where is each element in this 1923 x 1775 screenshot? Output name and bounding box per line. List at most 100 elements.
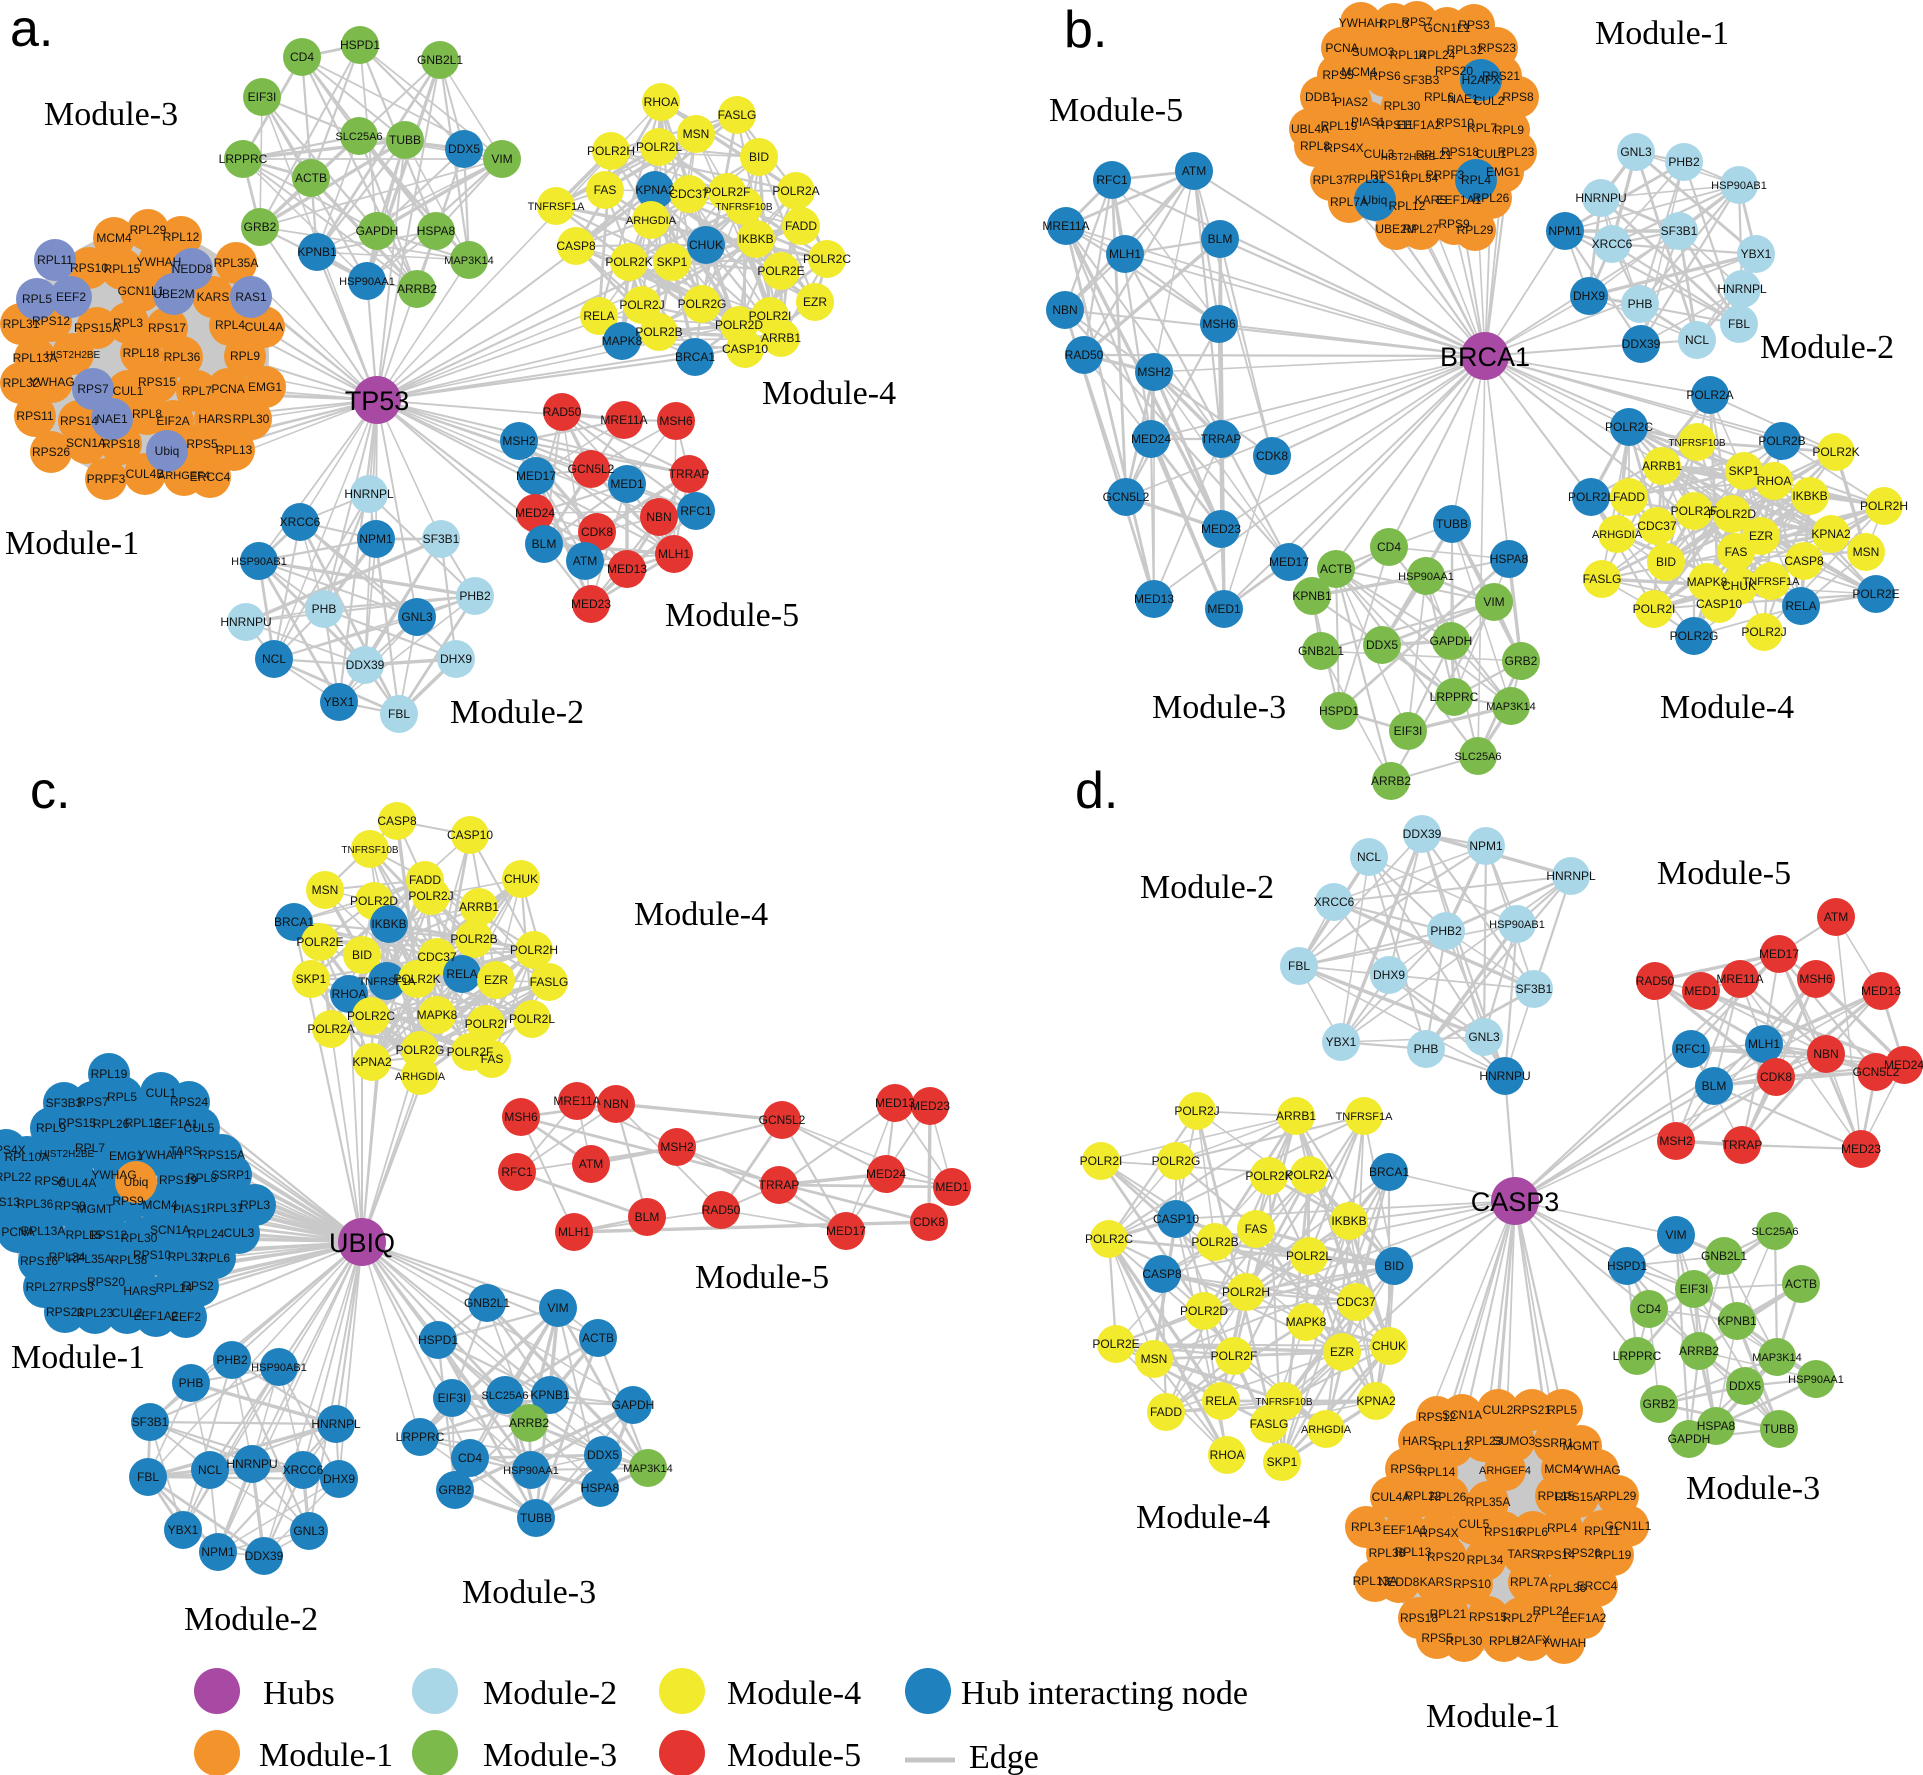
svg-text:POLR2B: POLR2B	[1191, 1235, 1238, 1249]
svg-text:PRPF3: PRPF3	[87, 472, 126, 486]
svg-text:LRPPRC: LRPPRC	[396, 1430, 445, 1444]
svg-text:RPS4X: RPS4X	[1324, 141, 1363, 155]
svg-text:RPL14: RPL14	[1390, 48, 1427, 62]
svg-text:RPL22: RPL22	[0, 1170, 32, 1184]
svg-text:GNB2L1: GNB2L1	[464, 1296, 510, 1310]
svg-text:UBE2M: UBE2M	[1375, 222, 1416, 236]
svg-text:RPL30: RPL30	[1446, 1634, 1483, 1648]
svg-text:MED13: MED13	[1134, 592, 1174, 606]
svg-text:Ubiq: Ubiq	[1363, 193, 1388, 207]
svg-text:HNRNPL: HNRNPL	[1546, 869, 1596, 883]
svg-text:RPL12: RPL12	[1434, 1439, 1471, 1453]
svg-text:RPS2: RPS2	[182, 1279, 214, 1293]
svg-text:RPL19: RPL19	[1595, 1548, 1632, 1562]
svg-text:RPS6: RPS6	[1369, 69, 1401, 83]
svg-text:UBIQ: UBIQ	[329, 1228, 395, 1258]
svg-text:Hubs: Hubs	[263, 1675, 335, 1712]
svg-text:TRRAP: TRRAP	[759, 1178, 800, 1192]
svg-text:GRB2: GRB2	[244, 220, 277, 234]
svg-text:CUL3: CUL3	[1364, 147, 1395, 161]
svg-text:HSP90AB1: HSP90AB1	[231, 556, 287, 568]
svg-text:EZR: EZR	[1749, 529, 1773, 543]
svg-text:RAD50: RAD50	[702, 1203, 741, 1217]
svg-text:YWHAG: YWHAG	[91, 1168, 136, 1182]
svg-text:EEF2: EEF2	[171, 1310, 201, 1324]
svg-text:RPL29: RPL29	[1457, 223, 1494, 237]
svg-text:b.: b.	[1064, 1, 1107, 59]
svg-text:Module-3: Module-3	[1686, 1470, 1820, 1507]
svg-text:Module-5: Module-5	[1049, 92, 1183, 129]
svg-text:GRB2: GRB2	[439, 1483, 472, 1497]
svg-text:RHOA: RHOA	[644, 95, 679, 109]
svg-text:YWHAH: YWHAH	[138, 1148, 183, 1162]
svg-text:RPS5: RPS5	[1421, 1631, 1453, 1645]
svg-text:RPL21: RPL21	[1416, 148, 1453, 162]
svg-text:POLR2K: POLR2K	[1245, 1169, 1292, 1183]
svg-text:RPL26: RPL26	[1430, 1490, 1467, 1504]
svg-text:Module-5: Module-5	[695, 1259, 829, 1296]
svg-text:RPL32: RPL32	[3, 376, 40, 390]
svg-text:Module-1: Module-1	[5, 525, 139, 562]
svg-text:Hub interacting node: Hub interacting node	[961, 1675, 1248, 1712]
svg-text:MED17: MED17	[1269, 555, 1309, 569]
svg-text:EEF1A2: EEF1A2	[1562, 1611, 1607, 1625]
svg-text:CASP10: CASP10	[1696, 597, 1742, 611]
svg-text:BID: BID	[352, 948, 372, 962]
svg-text:RPS16: RPS16	[20, 1254, 58, 1268]
svg-text:TP53: TP53	[345, 386, 410, 416]
svg-text:MAPK8: MAPK8	[602, 334, 643, 348]
svg-text:RPL5: RPL5	[107, 1090, 137, 1104]
svg-text:HSP90AB1: HSP90AB1	[1489, 919, 1545, 931]
svg-text:EIF3I: EIF3I	[1394, 724, 1423, 738]
svg-text:MED13: MED13	[875, 1096, 915, 1110]
svg-text:DDX5: DDX5	[448, 142, 480, 156]
svg-text:Module-3: Module-3	[462, 1574, 596, 1611]
svg-text:POLR2D: POLR2D	[715, 318, 763, 332]
svg-text:SF3B3: SF3B3	[1403, 73, 1440, 87]
svg-text:MED1: MED1	[1684, 984, 1718, 998]
svg-text:IKBKB: IKBKB	[738, 232, 773, 246]
svg-text:RPL35A: RPL35A	[1466, 1495, 1511, 1509]
svg-text:c.: c.	[30, 762, 70, 820]
svg-text:MED23: MED23	[1841, 1142, 1881, 1156]
svg-text:FADD: FADD	[785, 219, 817, 233]
svg-text:RAD50: RAD50	[543, 405, 582, 419]
svg-text:MED17: MED17	[516, 469, 556, 483]
svg-text:HIST2H2BE: HIST2H2BE	[1381, 152, 1436, 163]
svg-text:HARS: HARS	[123, 1284, 156, 1298]
svg-text:MSH6: MSH6	[504, 1110, 538, 1124]
svg-text:GCN5L2: GCN5L2	[568, 462, 615, 476]
svg-text:MSH6: MSH6	[1202, 317, 1236, 331]
svg-text:RPS17: RPS17	[148, 321, 186, 335]
svg-text:EEF1A1: EEF1A1	[1383, 1523, 1428, 1537]
svg-text:NAE1: NAE1	[1447, 92, 1479, 106]
svg-text:POLR2G: POLR2G	[678, 297, 727, 311]
svg-text:MLH1: MLH1	[658, 547, 690, 561]
svg-text:Module-1: Module-1	[1426, 1698, 1560, 1735]
svg-text:RELA: RELA	[583, 309, 614, 323]
svg-text:MED24: MED24	[515, 506, 555, 520]
svg-text:MED1: MED1	[1207, 602, 1241, 616]
svg-text:RPL3: RPL3	[240, 1198, 270, 1212]
svg-text:DHX9: DHX9	[440, 652, 472, 666]
svg-text:MAP3K14: MAP3K14	[1486, 701, 1536, 713]
svg-text:Edge: Edge	[969, 1739, 1039, 1775]
svg-text:CHUK: CHUK	[1722, 579, 1756, 593]
svg-text:RPL31: RPL31	[3, 317, 40, 331]
svg-text:GRB2: GRB2	[1643, 1397, 1676, 1411]
svg-text:HSP90AB1: HSP90AB1	[251, 1362, 307, 1374]
svg-text:ARRB2: ARRB2	[1679, 1344, 1719, 1358]
svg-text:Module-2: Module-2	[1140, 869, 1274, 906]
svg-text:Module-1: Module-1	[11, 1339, 145, 1376]
svg-text:RPL5: RPL5	[1547, 1403, 1577, 1417]
svg-text:POLR2L: POLR2L	[1568, 490, 1614, 504]
svg-text:PIAS1: PIAS1	[173, 1202, 207, 1216]
svg-text:CASP3: CASP3	[1471, 1187, 1560, 1217]
svg-text:CASP8: CASP8	[377, 814, 417, 828]
svg-text:TARS: TARS	[169, 1144, 200, 1158]
svg-text:BRCA1: BRCA1	[675, 350, 715, 364]
svg-text:RPS20: RPS20	[87, 1275, 125, 1289]
svg-text:RPL13: RPL13	[1395, 1545, 1432, 1559]
svg-text:FAS: FAS	[1725, 545, 1748, 559]
svg-text:TNFRSF10B: TNFRSF10B	[1255, 1397, 1313, 1408]
